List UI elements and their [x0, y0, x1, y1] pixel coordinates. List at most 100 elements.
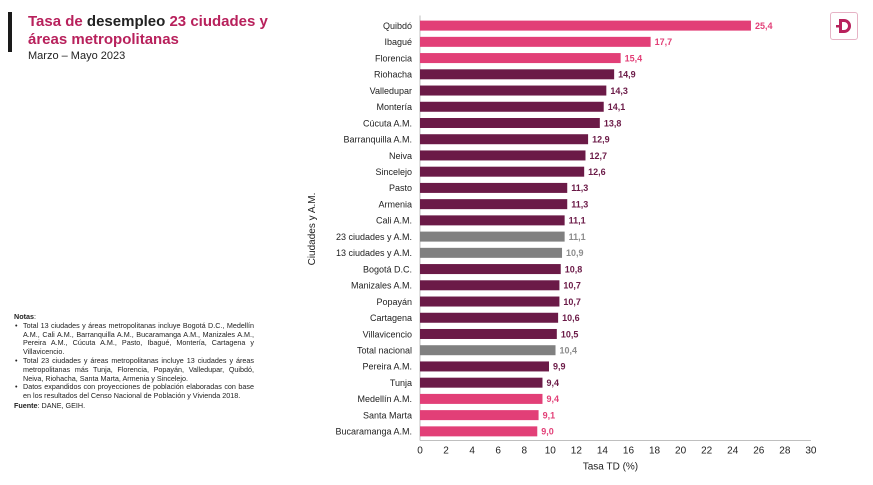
notes-block: Notas: • Total 13 ciudades y áreas metrop… — [14, 312, 254, 411]
category-label: Valledupar — [370, 86, 412, 96]
value-label: 11,3 — [571, 183, 588, 193]
value-label: 14,1 — [608, 102, 626, 112]
value-label: 10,7 — [563, 297, 581, 307]
category-label: Barranquilla A.M. — [343, 135, 412, 145]
value-label: 10,7 — [563, 281, 581, 291]
note-text: Datos expandidos con proyecciones de pob… — [23, 382, 254, 401]
category-label: Medellín A.M. — [357, 394, 412, 404]
x-tick-label: 6 — [495, 445, 501, 456]
value-label: 12,6 — [588, 167, 606, 177]
category-label: Cali A.M. — [376, 216, 412, 226]
category-label: Pasto — [389, 183, 412, 193]
value-label: 13,8 — [604, 118, 622, 128]
value-label: 9,4 — [546, 378, 559, 388]
source-label: Fuente — [14, 400, 38, 410]
bar — [420, 361, 549, 372]
value-label: 12,7 — [589, 151, 607, 161]
bar — [420, 393, 543, 404]
value-label: 10,4 — [560, 346, 578, 356]
bar — [420, 345, 556, 356]
bar — [420, 328, 557, 339]
category-label: Montería — [376, 102, 412, 112]
x-tick-label: 10 — [545, 445, 557, 456]
category-label: Quibdó — [383, 21, 412, 31]
category-label: Manizales A.M. — [351, 281, 412, 291]
title-part-1: Tasa de — [28, 13, 83, 30]
value-label: 9,1 — [543, 410, 556, 420]
bar — [420, 36, 651, 47]
x-tick-label: 18 — [649, 445, 661, 456]
value-label: 9,4 — [546, 394, 559, 404]
value-label: 14,9 — [618, 70, 636, 80]
category-label: 13 ciudades y A.M. — [336, 248, 412, 258]
bar — [420, 426, 538, 437]
category-label: Bogotá D.C. — [363, 264, 412, 274]
value-label: 10,6 — [562, 313, 580, 323]
x-tick-label: 0 — [417, 445, 423, 456]
value-label: 9,9 — [553, 362, 566, 372]
x-tick-label: 24 — [727, 445, 739, 456]
title-line-2: áreas metropolitanas — [28, 31, 179, 48]
dane-logo-glyph — [836, 19, 851, 33]
value-label: 10,9 — [566, 248, 584, 258]
title-part-3: 23 ciudades y — [169, 13, 268, 30]
x-tick-label: 8 — [521, 445, 527, 456]
title-accent-bar — [8, 12, 12, 52]
bar — [420, 215, 565, 226]
x-tick-label: 4 — [469, 445, 475, 456]
value-label: 11,1 — [569, 232, 586, 242]
category-label: Total nacional — [357, 346, 412, 356]
bar — [420, 280, 560, 291]
title-part-2: desempleo — [86, 13, 166, 30]
bar — [420, 150, 586, 161]
value-label: 25,4 — [755, 21, 773, 31]
chart-title: Tasa de desempleo 23 ciudades y áreas me… — [28, 13, 288, 49]
x-tick-label: 20 — [675, 445, 687, 456]
category-label: Neiva — [389, 151, 412, 161]
x-tick-label: 28 — [779, 445, 791, 456]
x-tick-label: 14 — [597, 445, 609, 456]
source-text: : DANE, GEIH. — [37, 400, 86, 410]
category-label: Riohacha — [374, 70, 412, 80]
x-axis-title: Tasa TD (%) — [583, 461, 638, 472]
bar — [420, 182, 568, 193]
value-label: 9,0 — [541, 427, 554, 437]
bar — [420, 117, 600, 128]
category-label: Florencia — [375, 53, 412, 63]
bar — [420, 69, 615, 80]
x-tick-label: 30 — [805, 445, 817, 456]
value-label: 10,5 — [561, 329, 579, 339]
category-label: Cartagena — [370, 313, 412, 323]
category-label: Ibagué — [384, 37, 412, 47]
bar — [420, 247, 563, 258]
value-label: 10,8 — [565, 264, 583, 274]
category-label: Santa Marta — [363, 410, 412, 420]
category-label: Sincelejo — [375, 167, 412, 177]
bar — [420, 101, 604, 112]
bar — [420, 199, 568, 210]
category-label: Villavicencio — [363, 329, 412, 339]
bar — [420, 20, 751, 31]
x-tick-label: 22 — [701, 445, 713, 456]
y-axis-title: Ciudades y A.M. — [307, 193, 318, 266]
notes-heading: Notas — [14, 312, 34, 321]
note-text: Total 23 ciudades y áreas metropolitanas… — [23, 355, 254, 383]
value-label: 11,3 — [571, 199, 588, 209]
x-tick-label: 12 — [571, 445, 583, 456]
x-tick-label: 2 — [443, 445, 449, 456]
category-label: 23 ciudades y A.M. — [336, 232, 412, 242]
category-label: Armenia — [378, 199, 412, 209]
note-item: • Total 13 ciudades y áreas metropolitana… — [15, 320, 254, 357]
category-label: Cúcuta A.M. — [363, 118, 412, 128]
bar — [420, 166, 585, 177]
value-label: 15,4 — [625, 53, 643, 63]
value-label: 14,3 — [610, 86, 628, 96]
bar — [420, 134, 589, 145]
bar — [420, 231, 565, 242]
value-label: 11,1 — [569, 216, 586, 226]
category-label: Popayán — [376, 297, 412, 307]
dane-logo-icon — [830, 12, 858, 40]
note-text: Total 13 ciudades y áreas metropolitanas… — [23, 320, 254, 357]
bar — [420, 296, 560, 307]
bar — [420, 410, 539, 421]
